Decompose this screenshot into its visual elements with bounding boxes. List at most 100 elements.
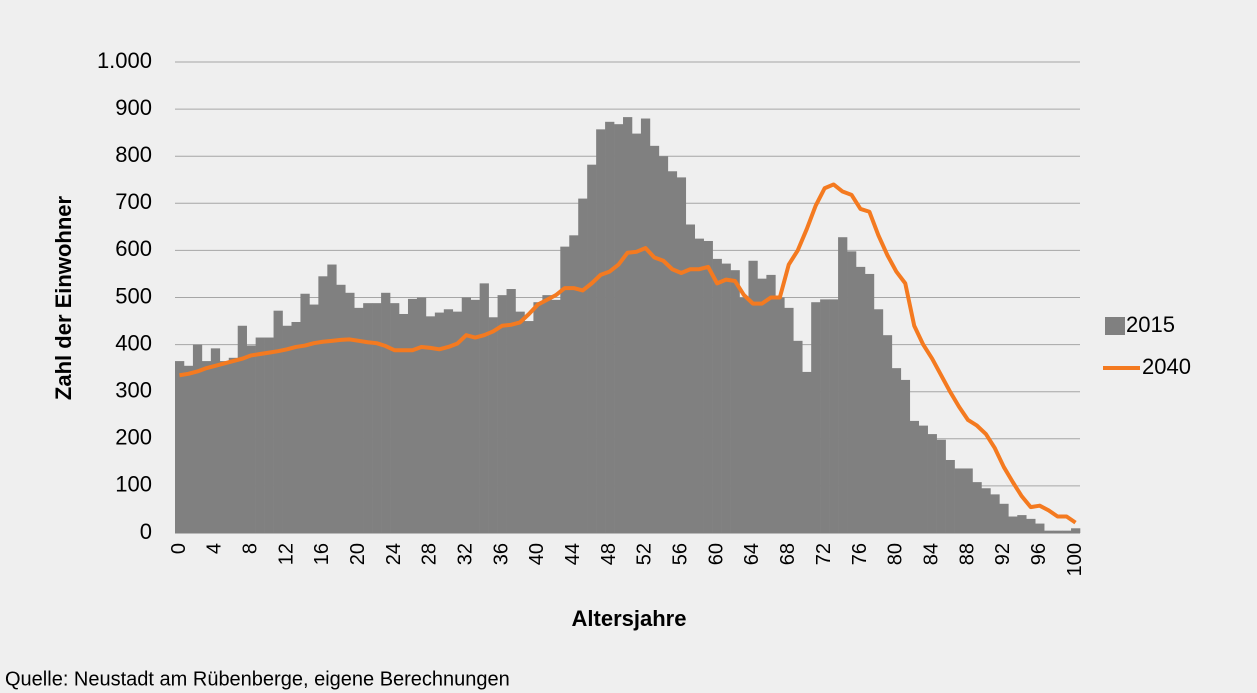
bar xyxy=(219,361,230,533)
x-tick-label: 92 xyxy=(992,543,1014,565)
y-tick-label: 300 xyxy=(115,378,152,403)
y-tick-label: 500 xyxy=(115,283,152,308)
y-tick-label: 0 xyxy=(140,519,152,544)
bar xyxy=(614,124,624,533)
y-tick-label: 1.000 xyxy=(97,48,152,73)
bar xyxy=(318,276,328,533)
bar xyxy=(1044,530,1054,533)
bar xyxy=(649,145,660,533)
bar xyxy=(407,298,418,533)
bar xyxy=(255,337,265,533)
y-axis-title: Zahl der Einwohner xyxy=(51,195,76,400)
bar xyxy=(1071,528,1081,533)
x-tick-label: 32 xyxy=(454,543,476,565)
bar xyxy=(381,292,391,533)
bar xyxy=(291,321,301,533)
x-tick-label: 0 xyxy=(168,543,190,554)
y-tick-label: 800 xyxy=(115,142,152,167)
bar xyxy=(506,289,516,533)
y-tick-label: 600 xyxy=(115,236,152,261)
bar xyxy=(954,468,964,533)
bar xyxy=(829,299,839,533)
bar xyxy=(192,344,203,533)
bar xyxy=(623,117,633,534)
bar xyxy=(228,357,239,533)
bar xyxy=(820,299,830,533)
bar xyxy=(730,270,740,533)
x-tick-label: 72 xyxy=(813,543,835,565)
legend-swatch xyxy=(1105,317,1125,335)
bar xyxy=(246,345,256,533)
bar xyxy=(596,129,606,533)
bar xyxy=(542,295,552,533)
bar xyxy=(282,325,292,533)
bar xyxy=(838,237,848,533)
bar xyxy=(175,361,185,533)
bar xyxy=(533,302,543,533)
y-tick-label: 900 xyxy=(115,95,152,120)
bar xyxy=(354,307,364,533)
bar xyxy=(721,263,731,533)
bar xyxy=(470,299,480,533)
bar xyxy=(784,307,794,533)
bar xyxy=(900,379,911,533)
bar xyxy=(667,171,678,533)
x-tick-label: 64 xyxy=(741,543,763,565)
bar xyxy=(1053,530,1063,533)
bar xyxy=(945,459,955,533)
bar xyxy=(712,258,722,533)
x-tick-label: 80 xyxy=(885,543,907,565)
bar xyxy=(1017,515,1027,533)
bar xyxy=(560,246,570,533)
bar xyxy=(694,238,704,533)
bar xyxy=(847,251,857,534)
bar xyxy=(569,235,579,533)
x-tick-label: 24 xyxy=(383,543,405,565)
bar xyxy=(999,503,1009,533)
x-tick-label: 16 xyxy=(311,543,333,565)
bar xyxy=(793,340,803,533)
y-tick-label: 100 xyxy=(115,472,152,497)
bar xyxy=(515,311,525,533)
bar xyxy=(748,260,758,533)
line-series xyxy=(179,182,1077,525)
x-tick-label: 20 xyxy=(347,543,369,565)
x-tick-label: 8 xyxy=(239,543,261,554)
bar xyxy=(443,309,454,533)
bar xyxy=(927,434,937,533)
bar xyxy=(775,297,785,533)
bar xyxy=(183,365,194,533)
legend-label: 2015 xyxy=(1126,312,1175,337)
bar xyxy=(327,264,337,533)
bar xyxy=(739,297,749,533)
bar xyxy=(605,121,615,533)
bar xyxy=(524,321,534,533)
bar xyxy=(399,313,409,533)
bar xyxy=(855,266,866,533)
x-tick-label: 76 xyxy=(849,543,871,565)
bar xyxy=(963,468,973,533)
bar xyxy=(551,299,561,533)
bar xyxy=(497,295,507,533)
bar xyxy=(372,303,382,533)
bar xyxy=(1026,518,1036,533)
bar xyxy=(264,337,274,533)
x-tick-label: 68 xyxy=(777,543,799,565)
x-tick-label: 56 xyxy=(670,543,692,565)
bar xyxy=(873,309,884,533)
bar xyxy=(390,303,400,533)
bar xyxy=(1008,516,1018,533)
bar xyxy=(703,240,713,534)
bar xyxy=(416,297,427,533)
bar xyxy=(345,292,355,533)
bar xyxy=(210,348,221,533)
bar xyxy=(972,482,982,533)
x-tick-label: 44 xyxy=(562,543,584,565)
bar xyxy=(891,368,902,533)
x-tick-label: 88 xyxy=(956,543,978,565)
bar xyxy=(300,293,310,533)
x-tick-label: 52 xyxy=(634,543,656,565)
bar xyxy=(237,325,247,533)
x-tick-label: 96 xyxy=(1028,543,1050,565)
